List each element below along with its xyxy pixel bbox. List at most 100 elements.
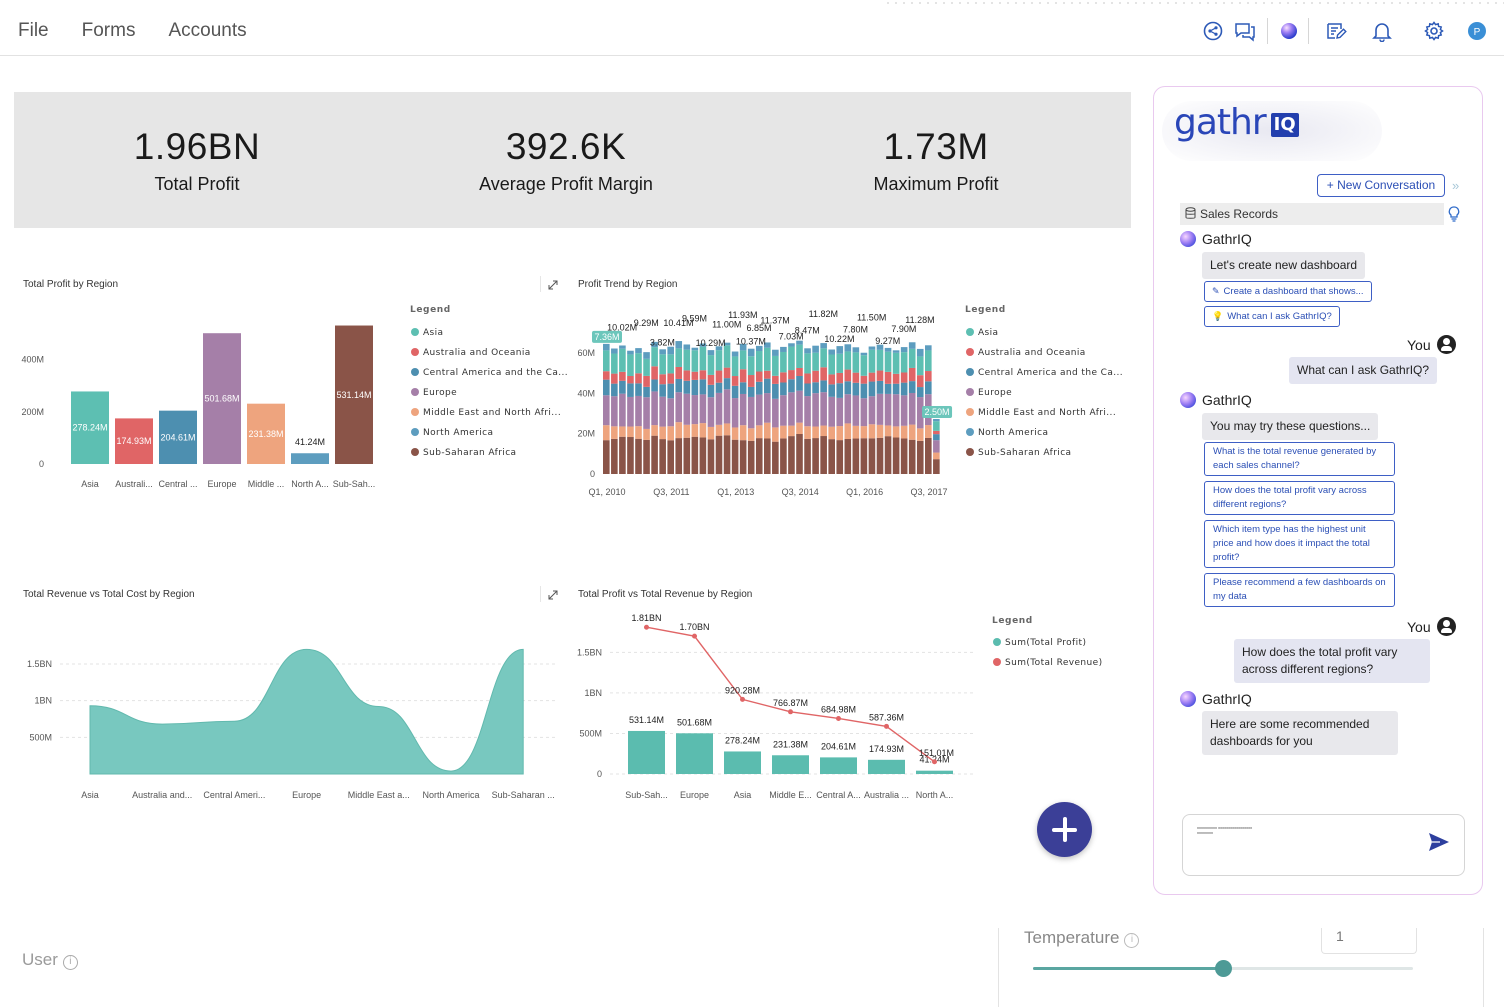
chevron-right-icon[interactable]: » — [1452, 178, 1460, 193]
x-tick-label: Australia and... — [132, 790, 192, 800]
stacked-bar-segment — [691, 371, 699, 380]
temperature-slider[interactable] — [1033, 960, 1413, 977]
svg-text:P: P — [1474, 27, 1481, 38]
stacked-bar-segment — [651, 341, 658, 348]
comments-icon[interactable] — [1234, 20, 1256, 42]
stacked-bar-segment — [828, 396, 835, 427]
expand-icon[interactable] — [547, 588, 559, 600]
lightbulb-icon[interactable] — [1447, 205, 1461, 223]
stacked-bar-segment — [796, 433, 803, 474]
logo-badge: IQ — [1270, 113, 1299, 137]
stacked-bar-segment — [699, 346, 707, 371]
share-icon[interactable] — [1202, 20, 1224, 42]
menu-file[interactable]: File — [18, 20, 49, 41]
info-icon[interactable]: i — [1124, 933, 1140, 948]
x-tick-label: Middle East a... — [348, 790, 410, 800]
ai-orb-icon[interactable] — [1278, 20, 1300, 42]
assistant-name: GathrIQ — [1202, 691, 1252, 707]
stacked-bar-segment — [739, 440, 747, 474]
stacked-bar-segment — [619, 426, 626, 437]
slider-thumb[interactable] — [1215, 960, 1232, 977]
add-widget-button[interactable] — [1037, 802, 1092, 857]
menu-forms[interactable]: Forms — [81, 20, 136, 41]
stacked-bar-segment — [715, 392, 723, 425]
x-tick-label: North America — [422, 790, 479, 800]
suggested-question[interactable]: What is the total revenue generated by e… — [1204, 442, 1395, 476]
stacked-bar-segment — [659, 396, 666, 427]
x-tick-label: Europe — [207, 479, 236, 489]
stacked-bar-segment — [643, 386, 650, 398]
legend-label: Australia and Oceania — [978, 348, 1086, 358]
suggested-question[interactable]: Which item type has the highest unit pri… — [1204, 520, 1395, 568]
stacked-bar-segment — [884, 393, 892, 426]
data-label: 766.87M — [773, 698, 808, 708]
user-sender: You — [1407, 617, 1456, 636]
stacked-bar-segment — [619, 436, 626, 474]
stacked-bar-segment — [884, 371, 892, 384]
data-label: 3.82M — [650, 337, 675, 347]
suggested-question[interactable]: Please recommend a few dashboards on my … — [1204, 573, 1395, 607]
suggestion-chip-create-dashboard[interactable]: ✎ Create a dashboard that shows... — [1204, 281, 1372, 302]
stacked-bar-segment — [772, 441, 779, 474]
new-conversation-button[interactable]: + New Conversation — [1317, 174, 1445, 197]
stacked-bar-segment — [933, 459, 940, 474]
stacked-bar-segment — [925, 437, 932, 474]
suggestion-chip-what-can-i-ask[interactable]: 💡 What can I ask GathrIQ? — [1204, 306, 1340, 327]
stacked-bar-segment — [796, 344, 803, 368]
stacked-bar-segment — [820, 348, 827, 368]
stacked-bar-segment — [876, 393, 884, 425]
stacked-bar-segment — [820, 380, 827, 393]
expand-icon[interactable] — [547, 278, 559, 290]
stacked-bar-segment — [627, 383, 634, 397]
stacked-bar-segment — [764, 422, 771, 439]
assistant-sender: GathrIQ — [1180, 392, 1252, 408]
user-avatar-icon — [1436, 617, 1456, 636]
chat-input[interactable]: xxxxxxxxxx xxxxxxxxxxxxxxxxx xxxxxxxx — [1182, 814, 1465, 876]
x-tick-label: Europe — [680, 790, 709, 800]
stacked-bar-segment — [659, 374, 666, 385]
stacked-bar-segment — [731, 376, 739, 386]
line-point — [788, 709, 793, 715]
edit-notes-icon[interactable] — [1325, 20, 1347, 42]
gear-icon[interactable] — [1423, 20, 1445, 42]
panel-divider — [540, 586, 541, 602]
temperature-input[interactable]: 1 — [1321, 928, 1417, 954]
temperature-control: Temperature i 1 — [998, 928, 1484, 1007]
menu-accounts[interactable]: Accounts — [168, 20, 247, 41]
stacked-bar-segment — [755, 371, 763, 382]
stacked-bar-segment — [659, 439, 666, 474]
bar — [628, 730, 665, 774]
y-tick-label: 1.5BN — [27, 659, 52, 669]
suggested-question[interactable]: How does the total profit vary across di… — [1204, 481, 1395, 515]
legend-label: Europe — [978, 388, 1012, 398]
stacked-bar-segment — [804, 373, 811, 384]
stacked-bar-segment — [683, 393, 691, 425]
data-label: 10.29M — [696, 338, 726, 348]
bell-icon[interactable] — [1371, 20, 1393, 43]
stacked-bar-segment — [755, 394, 763, 426]
stacked-bar-segment — [860, 383, 868, 399]
y-tick-label: 500M — [29, 732, 52, 742]
stacked-bar-segment — [852, 372, 860, 383]
chat-input-text: xxxxxxxxxx xxxxxxxxxxxxxxxxx xxxxxxxx — [1197, 825, 1253, 835]
x-tick-label: Middle ... — [248, 479, 285, 489]
stacked-bar-segment — [731, 385, 739, 399]
stacked-bar-segment — [715, 346, 723, 351]
send-icon[interactable] — [1428, 832, 1450, 852]
stacked-bar-segment — [603, 425, 610, 441]
stacked-bar-segment — [627, 350, 634, 355]
stacked-bar-segment — [916, 397, 924, 429]
legend-label: Asia — [423, 328, 443, 338]
profile-avatar[interactable]: P — [1466, 20, 1488, 42]
stacked-bar-segment — [860, 375, 868, 384]
kpi-average-profit-margin: 392.6K Average Profit Margin — [416, 126, 716, 195]
y-tick-label: 40M — [577, 388, 595, 398]
stacked-bar-segment — [812, 426, 819, 439]
stacked-bar-segment — [667, 354, 674, 374]
legend-label: Sum(Total Revenue) — [1005, 658, 1102, 668]
bar — [916, 770, 953, 774]
stacked-bar-segment — [820, 392, 827, 426]
dataset-selector[interactable]: Sales Records — [1180, 203, 1444, 225]
stacked-bar-segment — [836, 383, 844, 398]
info-icon[interactable]: i — [62, 955, 78, 970]
